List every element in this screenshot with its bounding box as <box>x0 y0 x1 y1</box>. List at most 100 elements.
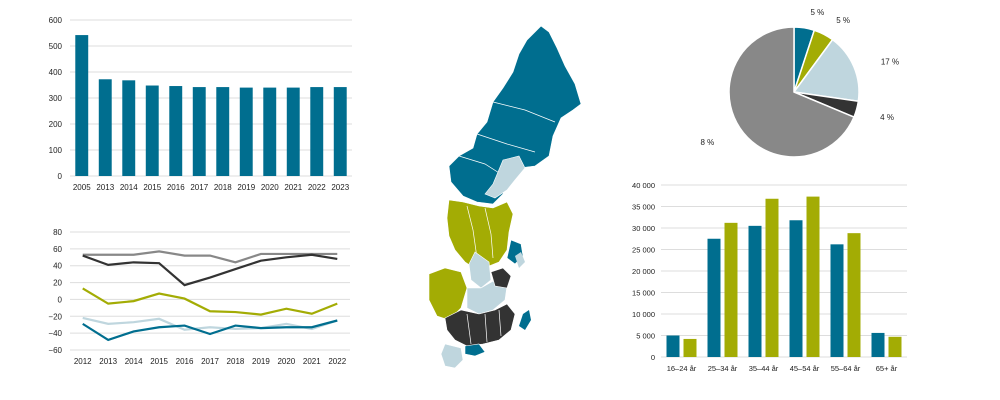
x-tick-label: 2014 <box>125 357 143 366</box>
x-tick-label: 2017 <box>201 357 219 366</box>
y-tick-label: 5 000 <box>636 332 655 341</box>
y-tick-labels: −60 −40 −20 0 20 40 60 80 <box>48 228 62 355</box>
bar <box>707 238 721 357</box>
y-tick-label: 40 000 <box>632 181 655 190</box>
x-tick-label: 2018 <box>214 183 232 192</box>
y-tick-label: 0 <box>58 295 63 304</box>
y-tick-label: 30 000 <box>632 224 655 233</box>
bar <box>239 87 253 176</box>
x-tick-labels: 2012 2013 2014 2015 2016 2017 2018 2019 2020 2021… <box>74 357 347 366</box>
bar <box>263 87 277 176</box>
series-lines <box>82 250 338 342</box>
x-tick-label: 2013 <box>96 183 114 192</box>
bar <box>216 87 230 176</box>
bar <box>333 87 347 176</box>
x-tick-label: 2013 <box>99 357 117 366</box>
map-region-light-central <box>466 279 508 315</box>
map-region-olive-border <box>466 205 494 259</box>
map-regions <box>428 25 582 369</box>
series-line <box>82 316 338 331</box>
map-region-olive-west <box>428 267 468 321</box>
y-tick-label: −20 <box>48 312 62 321</box>
y-tick-labels: 0 100 200 300 400 500 600 <box>49 16 63 181</box>
pie-label: 68 % <box>700 138 714 147</box>
x-tick-label: 25–34 år <box>708 364 738 373</box>
pie-label: 5 % <box>810 8 824 17</box>
grid-lines <box>70 19 352 177</box>
x-tick-label: 2023 <box>331 183 349 192</box>
x-tick-label: 2020 <box>261 183 279 192</box>
bar <box>789 220 803 357</box>
bar-chart-top-left: 0 100 200 300 400 500 600 2005 2013 2014 2015 2016… <box>49 16 352 192</box>
x-tick-label: 2016 <box>167 183 185 192</box>
x-tick-label: 16–24 år <box>667 364 697 373</box>
y-tick-label: 40 <box>53 262 62 271</box>
y-tick-label: 400 <box>49 68 63 77</box>
x-tick-label: 55–64 år <box>831 364 861 373</box>
grid-lines <box>661 184 907 358</box>
bar <box>748 225 762 357</box>
x-tick-label: 2017 <box>190 183 208 192</box>
bar <box>75 35 89 176</box>
bar <box>98 79 112 176</box>
bar <box>830 244 844 357</box>
y-tick-label: 300 <box>49 94 63 103</box>
series-line <box>82 250 338 264</box>
x-tick-label: 2022 <box>308 183 326 192</box>
series-line <box>82 319 338 342</box>
y-tick-label: 15 000 <box>632 289 655 298</box>
x-tick-label: 45–54 år <box>790 364 820 373</box>
bar <box>806 196 820 357</box>
bar <box>192 87 206 176</box>
y-tick-label: 80 <box>53 228 62 237</box>
map-island-small <box>515 252 525 268</box>
x-tick-label: 2020 <box>277 357 295 366</box>
y-tick-label: 35 000 <box>632 203 655 212</box>
y-tick-label: 200 <box>49 120 63 129</box>
x-tick-label: 2019 <box>237 183 255 192</box>
pie-labels: 5 % 5 % 17 % 4 % 68 % <box>700 8 899 147</box>
x-tick-labels: 16–24 år 25–34 år 35–44 år 45–54 år 55–64 år… <box>667 364 898 373</box>
pie-chart: 5 % 5 % 17 % 4 % 68 % <box>700 8 899 158</box>
x-tick-label: 2016 <box>176 357 194 366</box>
y-tick-label: 20 000 <box>632 267 655 276</box>
map-region-dark-east <box>490 267 512 289</box>
pie-label: 4 % <box>880 113 894 122</box>
grouped-bar-chart: 0 5 000 10 000 15 000 20 000 25 000 30 000 35 0… <box>632 181 907 373</box>
region-map <box>428 25 582 369</box>
bar <box>145 85 159 176</box>
pie-label: 17 % <box>881 57 899 66</box>
bar <box>310 87 324 176</box>
pie-slice <box>728 26 855 158</box>
bar <box>122 80 136 176</box>
bar <box>683 338 697 357</box>
y-tick-label: 100 <box>49 146 63 155</box>
y-tick-label: 500 <box>49 42 63 51</box>
bar <box>765 198 779 357</box>
x-tick-label: 2018 <box>227 357 245 366</box>
y-tick-labels: 0 5 000 10 000 15 000 20 000 25 000 30 000 35 0… <box>632 181 655 362</box>
bar <box>847 233 861 357</box>
x-tick-label: 2021 <box>303 357 321 366</box>
series-line <box>82 287 338 316</box>
pie-slices <box>728 26 860 158</box>
x-tick-label: 2005 <box>73 183 91 192</box>
map-region-olive-mid <box>446 199 514 271</box>
x-tick-labels: 2005 2013 2014 2015 2016 2017 2018 2019 2020 2021… <box>73 183 350 192</box>
grid-lines <box>70 231 350 351</box>
bar <box>169 86 183 176</box>
x-tick-label: 2019 <box>252 357 270 366</box>
map-island-gotland <box>519 310 531 330</box>
map-region-light-mid <box>484 155 526 199</box>
y-tick-label: 600 <box>49 16 63 25</box>
x-tick-label: 2014 <box>120 183 138 192</box>
map-region-north <box>448 25 582 205</box>
y-tick-label: 10 000 <box>632 310 655 319</box>
map-region-dark-south <box>444 303 516 347</box>
x-tick-label: 2015 <box>143 183 161 192</box>
y-tick-label: −40 <box>48 329 62 338</box>
x-tick-label: 2021 <box>284 183 302 192</box>
map-region-dark-border <box>466 309 502 345</box>
bars <box>75 35 347 176</box>
